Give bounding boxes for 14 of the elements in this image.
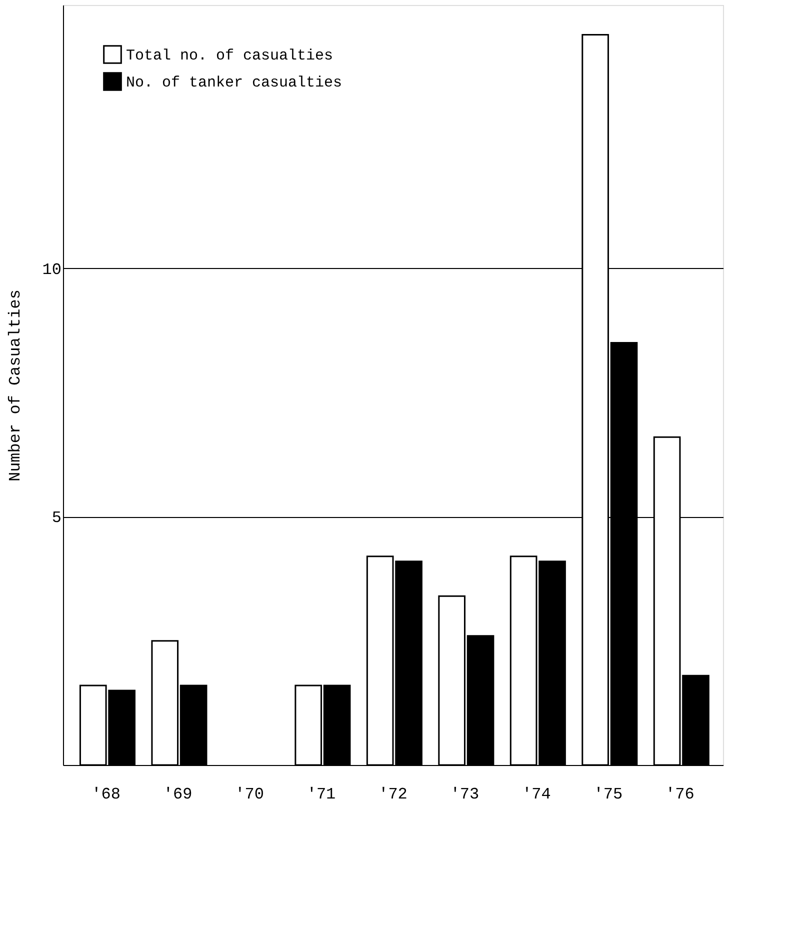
y-tick-label: 5 <box>52 509 62 528</box>
x-tick-label: '74 <box>522 786 551 804</box>
y-axis-title: Number of Casualties <box>6 289 24 482</box>
x-tick-label: '69 <box>163 786 192 804</box>
x-tick-label: '70 <box>235 786 264 804</box>
x-tick-label: '76 <box>666 786 694 804</box>
x-tick-label: '72 <box>378 786 408 804</box>
legend-label: No. of tanker casualties <box>126 74 342 92</box>
x-tick-label: '73 <box>450 786 480 804</box>
y-tick-label: 10 <box>42 260 62 279</box>
x-tick-label: '71 <box>306 786 336 804</box>
x-tick-label: '68 <box>92 786 120 804</box>
legend-label: Total no. of casualties <box>126 48 334 64</box>
x-tick-label: '75 <box>594 786 623 804</box>
